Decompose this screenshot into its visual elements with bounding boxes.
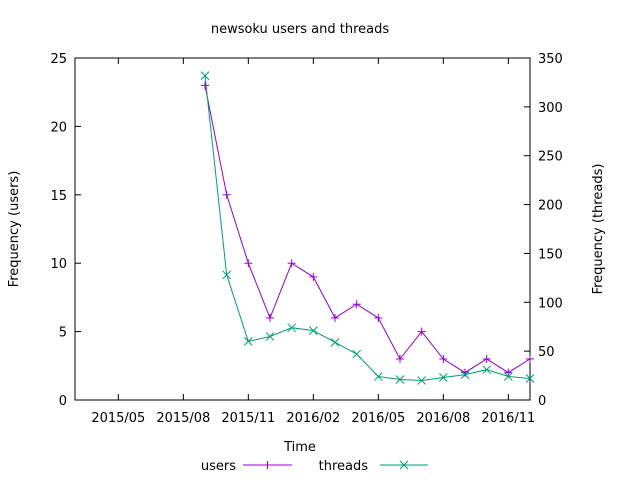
data-point-threads	[503, 372, 513, 381]
y-left-tick-label: 20	[50, 120, 67, 135]
y-right-tick-label: 0	[538, 394, 546, 409]
y-right-tick-label: 150	[538, 247, 563, 262]
data-point-users	[417, 327, 426, 336]
data-point-threads	[287, 323, 297, 333]
legend: users threads	[201, 459, 428, 474]
y-left-tick-label: 15	[50, 189, 67, 204]
data-point-threads	[395, 375, 405, 384]
y-right-axis: 0 50 100 150 200 250 300 350	[524, 52, 563, 409]
plot-frame	[74, 57, 531, 401]
data-point-threads	[525, 374, 535, 383]
data-point-threads	[482, 365, 492, 375]
legend-marker-users	[263, 461, 272, 469]
data-point-threads	[265, 332, 275, 341]
y-right-tick-label: 300	[538, 101, 563, 116]
y-left-tick-label: 5	[59, 326, 67, 341]
legend-marker-threads	[399, 460, 409, 470]
x-tick-label: 2016/02	[286, 411, 340, 426]
data-point-users	[396, 354, 404, 363]
x-axis: 2015/05 2015/08 2015/11 2016/02 2016/05 2016/…	[91, 58, 535, 426]
x-tick-label: 2016/11	[481, 411, 535, 426]
data-point-users	[526, 354, 534, 363]
data-point-threads	[330, 337, 340, 347]
x-tick-label: 2016/08	[416, 411, 470, 426]
chart-title: newsoku users and threads	[211, 22, 390, 37]
data-point-threads	[460, 370, 470, 379]
legend-label-users: users	[201, 459, 236, 474]
x-axis-label: Time	[283, 440, 316, 455]
y-left-label: Frequency (users)	[7, 171, 22, 288]
data-point-threads	[308, 326, 318, 335]
y-right-tick-label: 200	[538, 199, 563, 214]
legend-label-threads: threads	[319, 459, 369, 474]
x-tick-label: 2015/08	[156, 411, 210, 426]
y-left-tick-label: 0	[59, 394, 67, 409]
data-point-users	[504, 368, 513, 377]
data-point-users	[201, 81, 209, 90]
y-right-tick-label: 350	[538, 52, 563, 67]
data-point-users	[309, 272, 318, 281]
data-point-threads	[200, 71, 210, 80]
data-point-users	[352, 300, 361, 309]
x-tick-label: 2015/11	[221, 411, 275, 426]
data-point-users	[331, 313, 339, 322]
y-left-tick-label: 25	[50, 52, 67, 67]
data-point-threads	[243, 337, 253, 346]
y-right-label: Frequency (threads)	[591, 164, 606, 295]
data-point-users	[482, 354, 491, 363]
y-right-tick-label: 100	[538, 296, 563, 311]
data-point-threads	[352, 349, 362, 359]
data-point-users	[287, 259, 296, 268]
series-line-threads	[204, 75, 531, 382]
data-point-threads	[373, 372, 383, 381]
data-point-users	[266, 313, 274, 322]
y-left-tick-label: 10	[50, 257, 67, 272]
y-left-axis: 0 5 10 15 20 25	[50, 52, 81, 409]
y-right-tick-label: 50	[538, 345, 555, 360]
x-tick-label: 2016/05	[351, 411, 405, 426]
series-layer	[200, 71, 535, 385]
data-point-threads	[222, 270, 232, 280]
data-point-users	[439, 354, 448, 363]
series-line-users	[204, 85, 531, 374]
data-point-threads	[438, 373, 448, 382]
x-tick-label: 2015/05	[91, 411, 145, 426]
data-point-users	[461, 368, 469, 377]
data-point-threads	[417, 376, 427, 385]
data-point-users	[222, 190, 231, 199]
data-point-users	[374, 313, 383, 322]
y-right-tick-label: 250	[538, 150, 563, 165]
data-point-users	[244, 259, 253, 268]
